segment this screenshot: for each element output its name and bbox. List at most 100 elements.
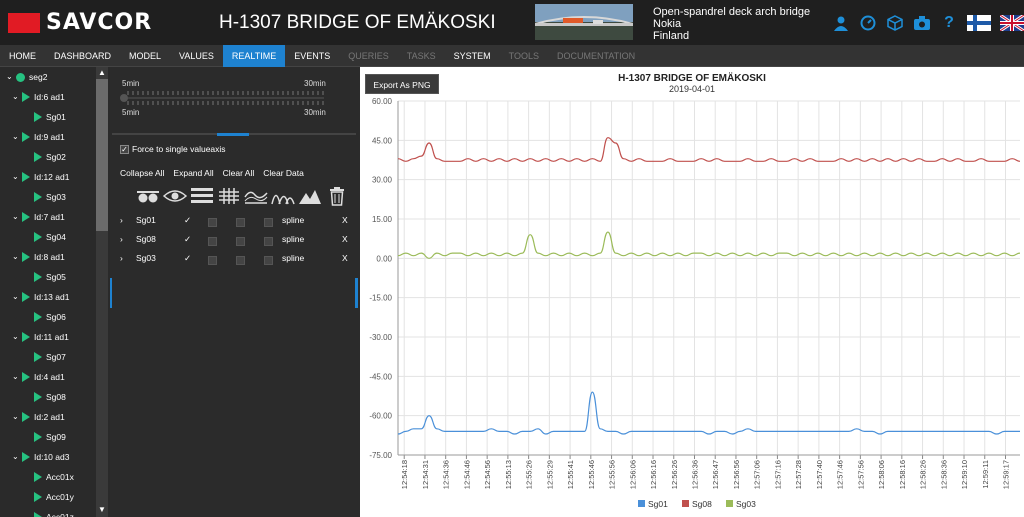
slider-track[interactable] <box>120 89 326 107</box>
finnish-flag-icon[interactable] <box>967 14 991 32</box>
remove-series-button[interactable]: X <box>342 234 348 244</box>
scroll-up-icon[interactable]: ▲ <box>98 68 106 77</box>
user-icon[interactable] <box>832 14 850 32</box>
series-option-checkbox[interactable] <box>208 215 217 233</box>
tree-group[interactable]: ⌄ Id:7 ad1 <box>12 209 65 225</box>
remove-series-button[interactable]: X <box>342 253 348 263</box>
collapse-all-button[interactable]: Collapse All <box>120 168 165 178</box>
camera-icon[interactable] <box>913 14 931 32</box>
tree-scrollbar[interactable]: ▲ ▼ <box>96 67 108 517</box>
expand-chevron-icon[interactable]: › <box>120 215 123 225</box>
panel-resize-handle[interactable] <box>217 133 249 136</box>
tree-group[interactable]: ⌄ Id:10 ad3 <box>12 449 69 465</box>
expand-chevron-icon[interactable]: › <box>120 234 123 244</box>
chevron-down-icon[interactable]: ⌄ <box>6 72 13 81</box>
nav-system[interactable]: SYSTEM <box>453 51 491 61</box>
tree-sensor[interactable]: Sg04 <box>34 229 66 245</box>
nav-realtime[interactable]: REALTIME <box>222 45 286 67</box>
tree-scroll-thumb[interactable] <box>96 79 108 231</box>
tree-sensor[interactable]: Sg01 <box>34 109 66 125</box>
tree-group[interactable]: ⌄ Id:6 ad1 <box>12 89 65 105</box>
series-option-checkbox[interactable] <box>236 253 245 271</box>
series-visible-checkbox[interactable]: ✓ <box>184 234 192 244</box>
tree-sensor[interactable]: Acc01z <box>34 509 74 517</box>
bars-icon[interactable] <box>190 185 214 207</box>
series-visible-checkbox[interactable]: ✓ <box>184 215 192 225</box>
cube-icon[interactable] <box>886 14 904 32</box>
series-line-sg01[interactable] <box>397 391 1020 435</box>
series-type-select[interactable]: spline <box>282 215 305 225</box>
expand-all-button[interactable]: Expand All <box>173 168 214 178</box>
tree-group[interactable]: ⌄ Id:13 ad1 <box>12 289 69 305</box>
chevron-down-icon[interactable]: ⌄ <box>12 452 19 461</box>
series-line-sg08[interactable] <box>397 137 1021 162</box>
tree-group[interactable]: ⌄ Id:4 ad1 <box>12 369 65 385</box>
series-option-checkbox[interactable] <box>264 234 273 252</box>
chevron-down-icon[interactable]: ⌄ <box>12 332 19 341</box>
time-range-slider[interactable]: 5min 30min 5min 30min <box>112 67 356 132</box>
tree-group[interactable]: ⌄ Id:11 ad1 <box>12 329 69 345</box>
legend-item-sg08[interactable]: Sg08 <box>682 499 712 509</box>
tree-sensor[interactable]: Sg06 <box>34 309 66 325</box>
tree-sensor[interactable]: Acc01y <box>34 489 74 505</box>
chart-splitter-handle[interactable] <box>355 278 358 308</box>
series-line-sg03[interactable] <box>397 231 1021 259</box>
series-type-select[interactable]: spline <box>282 253 305 263</box>
nav-model[interactable]: MODEL <box>129 51 162 61</box>
series-option-checkbox[interactable] <box>236 234 245 252</box>
series-option-checkbox[interactable] <box>236 215 245 233</box>
legend-item-sg03[interactable]: Sg03 <box>726 499 756 509</box>
chevron-down-icon[interactable]: ⌄ <box>12 132 19 141</box>
remove-series-button[interactable]: X <box>342 215 348 225</box>
tree-group[interactable]: ⌄ Id:8 ad1 <box>12 249 65 265</box>
tree-sensor[interactable]: Sg03 <box>34 189 66 205</box>
eye-icon[interactable] <box>163 185 187 207</box>
tree-sensor[interactable]: Sg08 <box>34 389 66 405</box>
uk-flag-icon[interactable] <box>1000 14 1024 32</box>
grid-icon[interactable] <box>217 185 241 207</box>
savcor-logo[interactable]: SAVCOR <box>8 12 152 34</box>
eyeglasses-icon[interactable] <box>136 185 160 207</box>
tree-sensor[interactable]: Sg07 <box>34 349 66 365</box>
tree-sensor[interactable]: Sg09 <box>34 429 66 445</box>
tree-group[interactable]: ⌄ Id:9 ad1 <box>12 129 65 145</box>
series-option-checkbox[interactable] <box>208 253 217 271</box>
series-visible-checkbox[interactable]: ✓ <box>184 253 192 263</box>
bell-curves-icon[interactable] <box>271 185 295 207</box>
chevron-down-icon[interactable]: ⌄ <box>12 92 19 101</box>
nav-values[interactable]: VALUES <box>179 51 214 61</box>
mountain-chart-icon[interactable] <box>298 185 322 207</box>
chevron-down-icon[interactable]: ⌄ <box>12 172 19 181</box>
nav-home[interactable]: HOME <box>9 51 36 61</box>
clear-all-button[interactable]: Clear All <box>222 168 255 178</box>
chevron-down-icon[interactable]: ⌄ <box>12 372 19 381</box>
force-single-axis-checkbox[interactable]: ✓ <box>120 144 129 154</box>
series-option-checkbox[interactable] <box>264 253 273 271</box>
tree-root[interactable]: ⌄ seg2 <box>6 69 47 85</box>
trash-icon[interactable] <box>325 185 349 207</box>
tree-sensor[interactable]: Sg05 <box>34 269 66 285</box>
scroll-down-icon[interactable]: ▼ <box>98 505 106 514</box>
nav-dashboard[interactable]: DASHBOARD <box>54 51 112 61</box>
clear-data-button[interactable]: Clear Data <box>263 168 304 178</box>
expand-chevron-icon[interactable]: › <box>120 253 123 263</box>
chevron-down-icon[interactable]: ⌄ <box>12 412 19 421</box>
series-type-select[interactable]: spline <box>282 234 305 244</box>
tree-sensor[interactable]: Sg02 <box>34 149 66 165</box>
tree-group[interactable]: ⌄ Id:12 ad1 <box>12 169 69 185</box>
dashboard-gauge-icon[interactable] <box>859 14 877 32</box>
force-single-axis-option[interactable]: ✓ Force to single valueaxis <box>120 144 226 154</box>
chevron-down-icon[interactable]: ⌄ <box>12 212 19 221</box>
legend-item-sg01[interactable]: Sg01 <box>638 499 668 509</box>
series-option-checkbox[interactable] <box>208 234 217 252</box>
export-png-button[interactable]: Export As PNG <box>365 74 439 94</box>
area-line-icon[interactable] <box>244 185 268 207</box>
chevron-down-icon[interactable]: ⌄ <box>12 252 19 261</box>
tree-group[interactable]: ⌄ Id:2 ad1 <box>12 409 65 425</box>
help-icon[interactable]: ? <box>944 14 954 31</box>
splitter-handle[interactable] <box>110 278 113 308</box>
nav-events[interactable]: EVENTS <box>294 51 331 61</box>
series-option-checkbox[interactable] <box>264 215 273 233</box>
chevron-down-icon[interactable]: ⌄ <box>12 292 19 301</box>
tree-sensor[interactable]: Acc01x <box>34 469 74 485</box>
